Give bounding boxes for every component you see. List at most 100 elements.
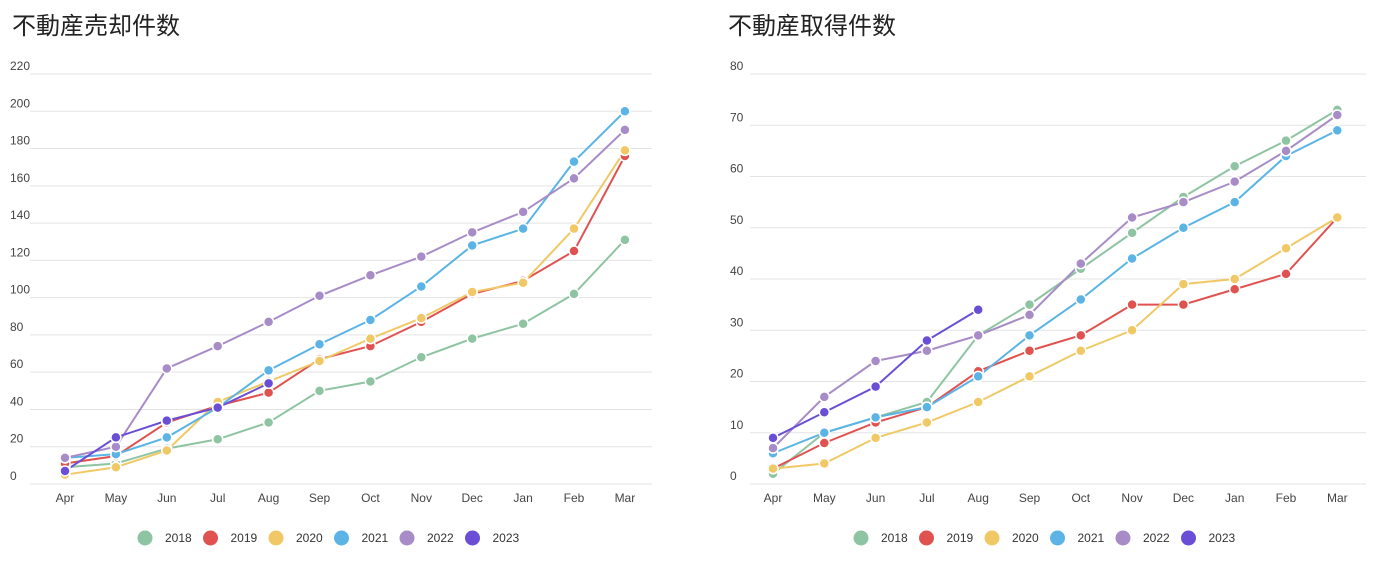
data-point-2021[interactable] [313,338,326,350]
legend-item-2021[interactable]: 2021 [334,530,389,546]
data-point-2022[interactable] [517,206,529,218]
data-point-2020[interactable] [110,461,122,473]
legend-item-2019[interactable]: 2019 [919,530,974,546]
data-point-2022[interactable] [1177,196,1190,208]
data-point-2020[interactable] [1228,273,1241,285]
data-point-2018[interactable] [1023,298,1036,311]
data-point-2018[interactable] [1280,134,1292,147]
data-point-2023[interactable] [818,406,831,418]
data-point-2018[interactable] [211,433,224,446]
data-point-2022[interactable] [313,290,326,302]
data-point-2019[interactable] [1177,298,1190,311]
data-point-2021[interactable] [1023,329,1036,342]
data-point-2022[interactable] [364,269,377,282]
data-point-2022[interactable] [466,226,478,239]
data-point-2019[interactable] [1075,329,1087,342]
data-point-2021[interactable] [415,280,428,293]
data-point-2021[interactable] [568,155,580,168]
data-point-2023[interactable] [211,401,224,414]
data-point-2021[interactable] [921,401,933,413]
data-point-2020[interactable] [1126,324,1138,336]
data-point-2021[interactable] [972,370,984,383]
legend-item-2018[interactable]: 2018 [137,530,193,546]
data-point-2018[interactable] [1126,227,1138,239]
data-point-2022[interactable] [59,452,71,464]
legend-item-2019[interactable]: 2019 [203,530,258,546]
legend-item-2023[interactable]: 2023 [1181,530,1236,546]
data-point-2020[interactable] [972,396,984,408]
data-point-2021[interactable] [161,431,173,444]
data-point-2020[interactable] [1023,370,1036,383]
legend-item-2022[interactable]: 2022 [1115,530,1171,546]
data-point-2018[interactable] [1228,160,1241,172]
data-point-2022[interactable] [1280,145,1292,157]
data-point-2021[interactable] [262,364,275,377]
data-point-2019[interactable] [262,386,275,399]
data-point-2023[interactable] [110,431,122,444]
data-point-2019[interactable] [1280,268,1292,280]
data-point-2020[interactable] [818,457,831,470]
data-point-2020[interactable] [1331,211,1344,224]
data-point-2023[interactable] [161,414,173,427]
data-point-2020[interactable] [415,312,428,324]
data-point-2020[interactable] [767,462,779,475]
data-point-2021[interactable] [869,411,882,424]
data-point-2021[interactable] [466,239,478,252]
data-point-2022[interactable] [262,316,275,328]
data-point-2018[interactable] [568,288,580,300]
data-point-2021[interactable] [818,427,831,439]
data-point-2020[interactable] [869,432,882,444]
data-point-2019[interactable] [818,437,831,449]
data-point-2018[interactable] [313,385,326,397]
data-point-2022[interactable] [921,345,933,357]
data-point-2018[interactable] [619,234,631,246]
legend-item-2020[interactable]: 2020 [268,530,324,546]
data-point-2019[interactable] [1126,298,1138,311]
data-point-2022[interactable] [110,440,122,453]
data-point-2022[interactable] [1075,257,1087,270]
data-point-2020[interactable] [1177,278,1190,290]
data-point-2019[interactable] [1228,283,1241,295]
legend-item-2022[interactable]: 2022 [399,530,455,546]
data-point-2022[interactable] [972,329,984,342]
data-point-2022[interactable] [818,391,831,403]
data-point-2020[interactable] [313,355,326,367]
data-point-2019[interactable] [568,245,580,257]
legend-item-2018[interactable]: 2018 [853,530,909,546]
data-point-2020[interactable] [619,144,631,157]
legend-item-2023[interactable]: 2023 [465,530,520,546]
data-point-2018[interactable] [466,332,478,345]
data-point-2022[interactable] [619,124,631,136]
data-point-2023[interactable] [59,465,71,477]
data-point-2018[interactable] [415,351,428,364]
data-point-2023[interactable] [972,304,984,316]
data-point-2019[interactable] [1023,345,1036,357]
data-point-2018[interactable] [364,375,377,388]
data-point-2021[interactable] [1075,293,1087,306]
data-point-2020[interactable] [466,286,478,298]
data-point-2022[interactable] [1331,109,1344,121]
data-point-2023[interactable] [767,432,779,444]
data-point-2020[interactable] [1075,345,1087,357]
data-point-2022[interactable] [1023,309,1036,321]
data-point-2023[interactable] [869,380,882,393]
data-point-2022[interactable] [161,362,173,375]
data-point-2023[interactable] [921,334,933,347]
data-point-2022[interactable] [211,340,224,352]
data-point-2021[interactable] [364,314,377,326]
data-point-2020[interactable] [161,444,173,457]
data-point-2018[interactable] [517,317,529,330]
data-point-2020[interactable] [921,416,933,429]
data-point-2020[interactable] [364,332,377,345]
data-point-2020[interactable] [517,276,529,289]
data-point-2018[interactable] [262,416,275,429]
data-point-2020[interactable] [1280,242,1292,254]
data-point-2022[interactable] [415,250,428,263]
legend-item-2020[interactable]: 2020 [984,530,1040,546]
data-point-2020[interactable] [568,222,580,235]
legend-item-2021[interactable]: 2021 [1050,530,1105,546]
data-point-2023[interactable] [262,377,275,390]
data-point-2022[interactable] [1228,175,1241,188]
data-point-2021[interactable] [1126,252,1138,265]
data-point-2021[interactable] [619,105,631,118]
